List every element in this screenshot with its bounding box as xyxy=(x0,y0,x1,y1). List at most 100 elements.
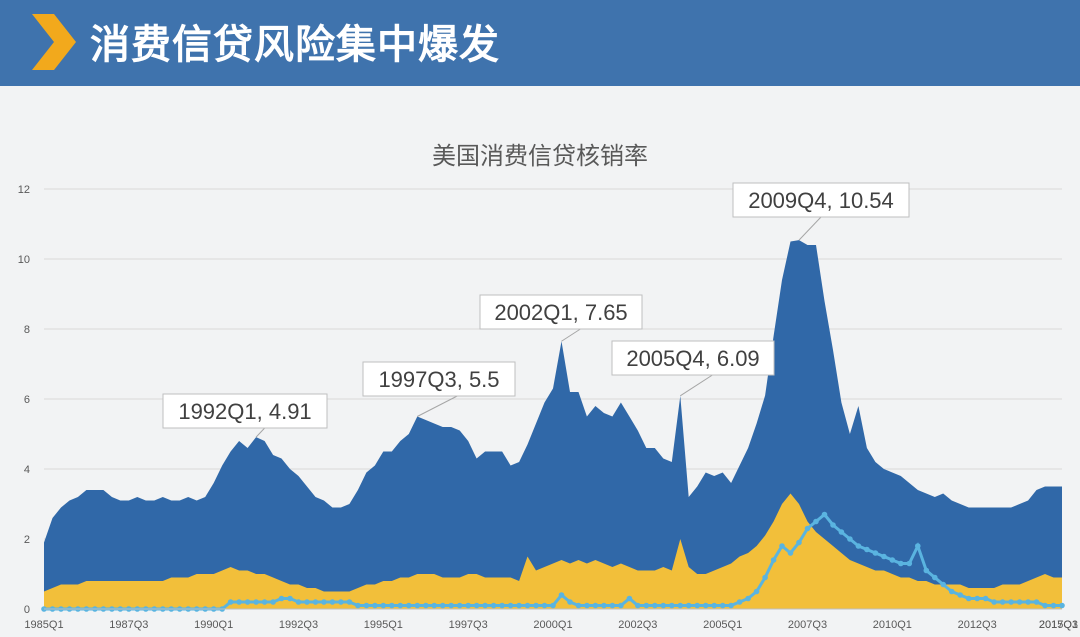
series-line-point xyxy=(940,581,946,588)
series-line-point xyxy=(295,599,302,605)
series-line-point xyxy=(482,602,488,609)
annotation-leader xyxy=(255,427,266,438)
annotation-box xyxy=(362,361,516,397)
area-chart: 0 2 4 6 8 10 12 1985Q1 1987Q3 1990Q1 1992Q3 1995Q1 1… xyxy=(18,182,1078,631)
annotation-label: 1992Q1, 4.91 xyxy=(178,399,311,424)
series-line-point xyxy=(304,599,310,605)
series-line-point xyxy=(287,595,293,602)
series-line-point xyxy=(1033,599,1040,605)
x-tick-label: 1997Q3 xyxy=(449,619,488,631)
series-line-point xyxy=(652,602,658,609)
series-line-point xyxy=(881,553,887,560)
series-line-point xyxy=(601,602,607,609)
y-tick-label: 6 xyxy=(24,394,30,406)
series-line-point xyxy=(592,602,599,609)
series-line-point xyxy=(244,599,251,605)
series-line-point xyxy=(762,574,768,581)
series-line-point xyxy=(932,574,938,581)
series-line-point xyxy=(321,599,327,605)
series-line-point xyxy=(406,602,412,609)
series-line-point xyxy=(1016,599,1023,605)
series-line-point xyxy=(702,602,709,609)
series-line-point xyxy=(889,557,896,563)
series-line-point xyxy=(753,588,760,595)
series-line-point xyxy=(991,599,997,605)
series-line-point xyxy=(711,602,717,609)
series-line-point xyxy=(915,543,921,549)
series-line-point xyxy=(838,529,845,535)
series-line-point xyxy=(898,560,904,567)
x-tick-label: 2012Q3 xyxy=(958,619,997,631)
annotation-box xyxy=(732,182,910,218)
series-line-point xyxy=(550,602,556,609)
series-line-point xyxy=(490,602,497,609)
x-tick-label: 2010Q1 xyxy=(873,619,912,631)
series-line-point xyxy=(270,599,276,605)
series-line-point xyxy=(821,511,828,518)
series-line-point xyxy=(312,599,319,605)
y-tick-label: 12 xyxy=(18,184,30,196)
series-line-point xyxy=(669,602,675,609)
series-line-point xyxy=(923,567,930,574)
series-line-point xyxy=(448,602,455,609)
series-line-point xyxy=(787,550,794,556)
series-line-point xyxy=(694,602,700,609)
series-line-point xyxy=(499,602,505,609)
series-line-point xyxy=(533,602,539,609)
y-tick-label: 10 xyxy=(18,254,30,266)
annotation-leader xyxy=(417,395,458,417)
annotation-leader xyxy=(798,216,822,241)
x-tick-label: 2015Q1 xyxy=(1039,619,1078,631)
series-line-point xyxy=(261,599,268,605)
title-banner: 消费信贷风险集中爆发 xyxy=(0,0,1080,86)
chart-title: 美国消费信贷核销率 xyxy=(432,142,648,170)
series-line-point xyxy=(872,550,879,556)
series-line-point xyxy=(830,522,836,528)
series-line-point xyxy=(278,595,285,602)
series-line-point xyxy=(516,602,522,609)
series-line-point xyxy=(685,602,692,609)
series-line-point xyxy=(236,599,242,605)
x-tick-label: 2005Q1 xyxy=(703,619,742,631)
series-line-point xyxy=(346,599,353,605)
series-line-point xyxy=(728,602,734,609)
annotation-leader xyxy=(561,328,581,342)
series-line-point xyxy=(677,602,684,609)
series-line-point xyxy=(355,602,361,609)
x-tick-label: 2002Q3 xyxy=(618,619,657,631)
series-line-point xyxy=(660,602,667,609)
series-line-point xyxy=(999,599,1006,605)
page-title: 消费信贷风险集中爆发 xyxy=(90,22,500,68)
x-tick-label: 1990Q1 xyxy=(194,619,233,631)
series-line-point xyxy=(329,599,336,605)
series-line-point xyxy=(567,599,573,605)
series-line-point xyxy=(736,599,743,605)
chevron-right-icon xyxy=(32,14,76,70)
series-line-point xyxy=(847,536,853,542)
series-line-point xyxy=(584,602,590,609)
series-line-point xyxy=(524,602,531,609)
y-tick-label: 0 xyxy=(24,604,30,616)
series-line-point xyxy=(414,602,421,609)
x-tick-label: 1995Q1 xyxy=(364,619,403,631)
series-line-point xyxy=(813,518,819,525)
series-line-point xyxy=(745,595,751,602)
y-tick-label: 8 xyxy=(24,324,30,336)
series-line-point xyxy=(957,592,963,598)
series-line-point xyxy=(1025,599,1031,605)
annotation-box xyxy=(479,294,643,330)
series-line-point xyxy=(389,602,395,609)
annotation-label: 2002Q1, 7.65 xyxy=(494,300,627,325)
series-line-point xyxy=(363,602,370,609)
annotation-leader xyxy=(679,374,713,397)
series-line-point xyxy=(541,602,548,609)
series-line-point xyxy=(1059,602,1065,609)
series-line-point xyxy=(575,602,582,609)
series-line-point xyxy=(635,602,641,609)
series-line-point xyxy=(227,599,234,605)
series-line-point xyxy=(1008,599,1014,605)
series-line-point xyxy=(864,546,870,553)
series-line-point xyxy=(380,602,387,609)
x-tick-label: 1985Q1 xyxy=(24,619,63,631)
series-line-point xyxy=(473,602,480,609)
